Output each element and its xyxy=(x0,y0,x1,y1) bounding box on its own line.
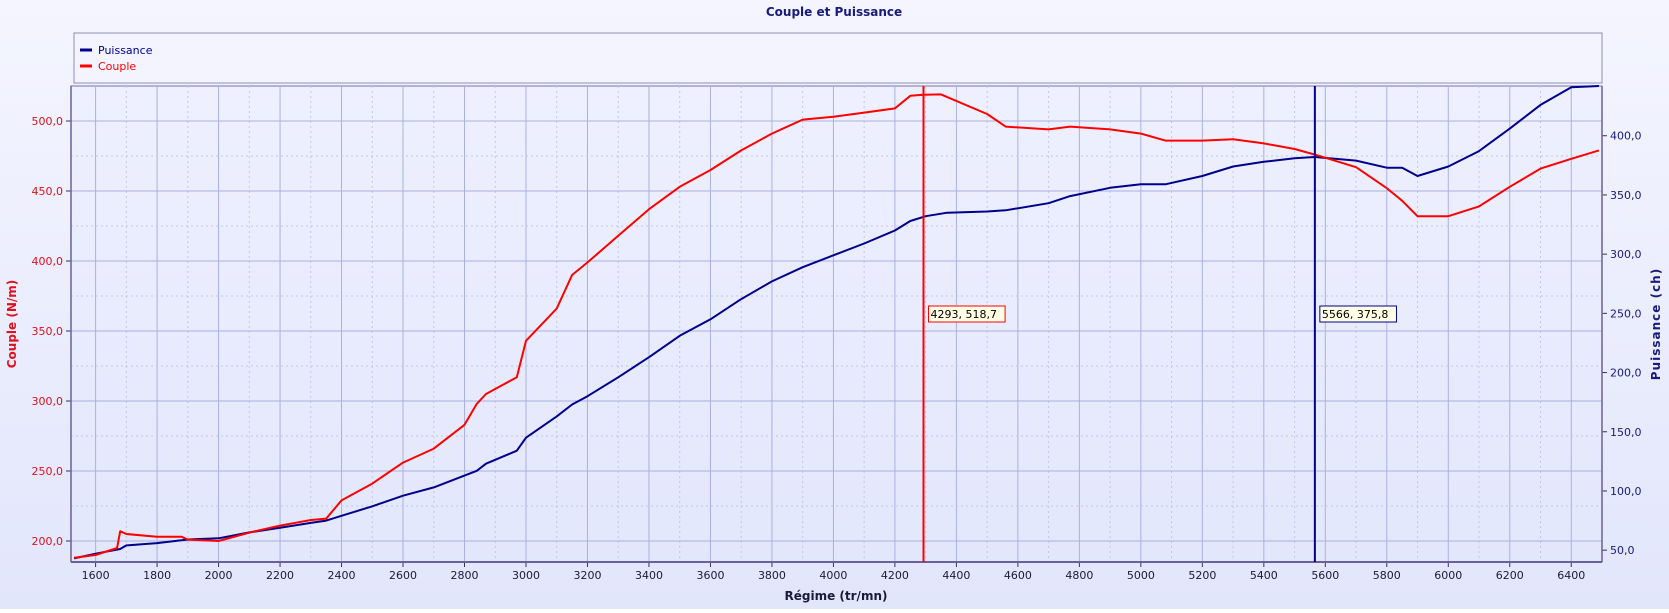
y-left-tick-label: 500,0 xyxy=(32,115,64,128)
y-left-tick-label: 400,0 xyxy=(32,255,64,268)
axes: 1600 1800 2000 2200 2400 2600 2800 3000 3200 3400… xyxy=(32,86,1642,582)
y-right-tick-label: 100,0 xyxy=(1610,485,1642,498)
x-tick-label: 2800 xyxy=(451,569,479,582)
legend-label-puissance: Puissance xyxy=(98,44,153,57)
plot-area xyxy=(70,85,1603,563)
legend: Puissance Couple xyxy=(73,32,1603,84)
x-tick-label: 5000 xyxy=(1127,569,1155,582)
x-tick-label: 4800 xyxy=(1065,569,1093,582)
y-left-tick-label: 350,0 xyxy=(32,325,64,338)
y-right-tick-label: 50,0 xyxy=(1610,544,1635,557)
cursor-label-2: 5566, 375,8 xyxy=(1322,308,1388,321)
x-tick-label: 4200 xyxy=(881,569,909,582)
y-right-tick-label: 400,0 xyxy=(1610,130,1642,143)
y-left-tick-label: 300,0 xyxy=(32,395,64,408)
x-tick-label: 3400 xyxy=(635,569,663,582)
x-tick-label: 4600 xyxy=(1004,569,1032,582)
x-tick-label: 5400 xyxy=(1250,569,1278,582)
y-right-tick-label: 350,0 xyxy=(1610,189,1642,202)
cursor-label-box-2 xyxy=(1319,305,1397,323)
series-line-puissance xyxy=(73,85,1599,560)
x-tick-label: 5200 xyxy=(1188,569,1216,582)
x-tick-label: 6200 xyxy=(1496,569,1524,582)
grid xyxy=(71,86,1602,562)
x-tick-label: 1800 xyxy=(143,569,171,582)
x-tick-label: 2000 xyxy=(205,569,233,582)
cursor-label-box-1 xyxy=(928,305,1006,323)
y-right-tick-label: 150,0 xyxy=(1610,426,1642,439)
marker-layer: 4293, 518,7 5566, 375,8 xyxy=(922,86,1397,562)
x-tick-label: 3600 xyxy=(696,569,724,582)
x-axis-title: Régime (tr/mn) xyxy=(785,589,888,603)
y-axis-left-title: Couple (N/m) xyxy=(5,280,19,369)
x-tick-label: 6400 xyxy=(1557,569,1585,582)
y-left-tick-label: 250,0 xyxy=(32,465,64,478)
x-tick-label: 3800 xyxy=(758,569,786,582)
x-tick-label: 5600 xyxy=(1311,569,1339,582)
x-tick-label: 2600 xyxy=(389,569,417,582)
legend-box xyxy=(73,32,1603,84)
cursor-label-1: 4293, 518,7 xyxy=(931,308,997,321)
y-right-tick-label: 250,0 xyxy=(1610,307,1642,320)
x-tick-label: 5800 xyxy=(1373,569,1401,582)
x-tick-label: 4400 xyxy=(942,569,970,582)
y-axis-right-title: Puissance (ch) xyxy=(1649,268,1663,380)
x-tick-label: 6000 xyxy=(1434,569,1462,582)
legend-label-couple: Couple xyxy=(98,60,136,73)
y-right-tick-label: 300,0 xyxy=(1610,248,1642,261)
x-tick-label: 1600 xyxy=(82,569,110,582)
chart-title: Couple et Puissance xyxy=(766,5,902,19)
x-tick-label: 3000 xyxy=(512,569,540,582)
x-tick-label: 2400 xyxy=(328,569,356,582)
y-left-tick-label: 200,0 xyxy=(32,535,64,548)
y-right-tick-label: 200,0 xyxy=(1610,367,1642,380)
x-tick-label: 4000 xyxy=(819,569,847,582)
x-tick-label: 3200 xyxy=(573,569,601,582)
x-tick-label: 2200 xyxy=(266,569,294,582)
y-left-tick-label: 450,0 xyxy=(32,185,64,198)
